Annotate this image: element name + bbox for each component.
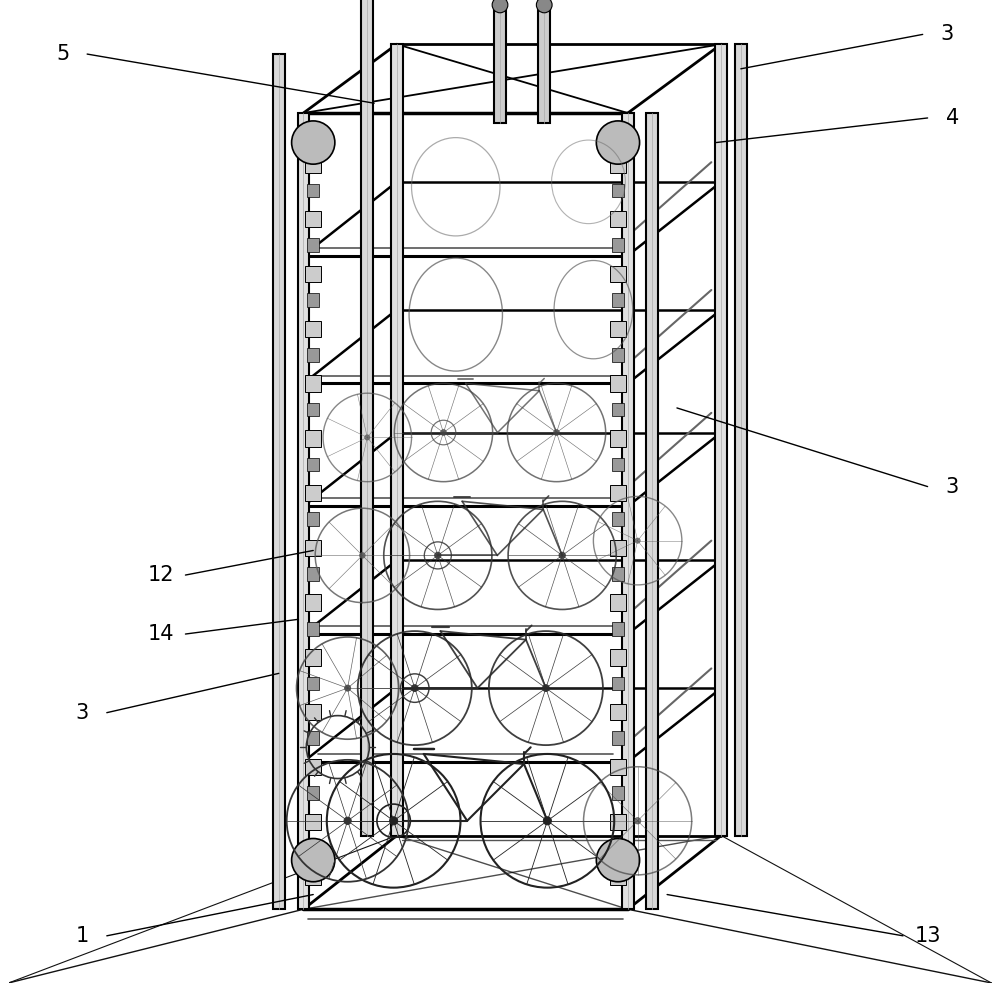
Polygon shape [361, 0, 373, 836]
Polygon shape [307, 731, 319, 745]
Circle shape [390, 817, 398, 825]
Polygon shape [307, 184, 319, 198]
Polygon shape [715, 44, 727, 836]
Text: 12: 12 [148, 565, 174, 585]
Circle shape [554, 430, 559, 435]
Polygon shape [307, 293, 319, 307]
Text: 5: 5 [56, 44, 69, 64]
Circle shape [542, 685, 549, 691]
Polygon shape [610, 759, 626, 776]
Circle shape [543, 817, 551, 825]
Circle shape [345, 685, 351, 691]
Polygon shape [305, 595, 321, 610]
Polygon shape [305, 649, 321, 665]
Polygon shape [612, 786, 624, 800]
Polygon shape [612, 293, 624, 307]
Polygon shape [305, 211, 321, 227]
Text: 14: 14 [148, 624, 174, 644]
Polygon shape [612, 512, 624, 526]
Polygon shape [612, 622, 624, 635]
Circle shape [596, 838, 640, 882]
Circle shape [492, 0, 508, 13]
Polygon shape [305, 759, 321, 776]
Polygon shape [305, 376, 321, 392]
Polygon shape [622, 113, 634, 909]
Polygon shape [646, 113, 658, 909]
Polygon shape [305, 485, 321, 501]
Text: 3: 3 [946, 477, 959, 496]
Polygon shape [391, 44, 403, 836]
Polygon shape [305, 868, 321, 885]
Circle shape [365, 434, 370, 440]
Polygon shape [307, 239, 319, 253]
Polygon shape [612, 731, 624, 745]
Polygon shape [305, 156, 321, 173]
Polygon shape [307, 129, 319, 143]
Text: 3: 3 [76, 703, 89, 723]
Polygon shape [538, 5, 550, 123]
Polygon shape [273, 54, 285, 909]
Polygon shape [612, 676, 624, 690]
Polygon shape [610, 211, 626, 227]
Polygon shape [307, 457, 319, 471]
Polygon shape [307, 348, 319, 362]
Polygon shape [612, 457, 624, 471]
Polygon shape [305, 320, 321, 337]
Polygon shape [305, 431, 321, 446]
Polygon shape [307, 786, 319, 800]
Polygon shape [298, 113, 309, 909]
Text: 4: 4 [946, 108, 959, 128]
Circle shape [292, 838, 335, 882]
Polygon shape [612, 567, 624, 581]
Polygon shape [610, 540, 626, 556]
Circle shape [634, 818, 641, 824]
Polygon shape [305, 704, 321, 721]
Circle shape [360, 552, 365, 558]
Polygon shape [307, 840, 319, 854]
Text: 3: 3 [941, 25, 954, 44]
Polygon shape [610, 814, 626, 830]
Polygon shape [612, 348, 624, 362]
Circle shape [435, 552, 441, 558]
Polygon shape [494, 5, 506, 123]
Circle shape [559, 552, 565, 558]
Polygon shape [307, 676, 319, 690]
Polygon shape [610, 156, 626, 173]
Polygon shape [610, 320, 626, 337]
Polygon shape [610, 595, 626, 610]
Polygon shape [307, 512, 319, 526]
Polygon shape [305, 814, 321, 830]
Circle shape [536, 0, 552, 13]
Text: 1: 1 [76, 926, 89, 946]
Circle shape [344, 817, 351, 825]
Polygon shape [610, 376, 626, 392]
Polygon shape [612, 184, 624, 198]
Polygon shape [612, 129, 624, 143]
Polygon shape [305, 540, 321, 556]
Circle shape [411, 685, 418, 691]
Polygon shape [610, 704, 626, 721]
Polygon shape [610, 431, 626, 446]
Polygon shape [305, 265, 321, 282]
Circle shape [441, 430, 446, 435]
Circle shape [596, 121, 640, 164]
Circle shape [635, 538, 640, 544]
Polygon shape [307, 622, 319, 635]
Polygon shape [610, 868, 626, 885]
Circle shape [292, 121, 335, 164]
Text: 13: 13 [914, 926, 941, 946]
Polygon shape [610, 265, 626, 282]
Polygon shape [612, 403, 624, 417]
Polygon shape [610, 649, 626, 665]
Polygon shape [307, 403, 319, 417]
Polygon shape [610, 485, 626, 501]
Polygon shape [735, 44, 747, 836]
Polygon shape [307, 567, 319, 581]
Polygon shape [612, 239, 624, 253]
Polygon shape [612, 840, 624, 854]
